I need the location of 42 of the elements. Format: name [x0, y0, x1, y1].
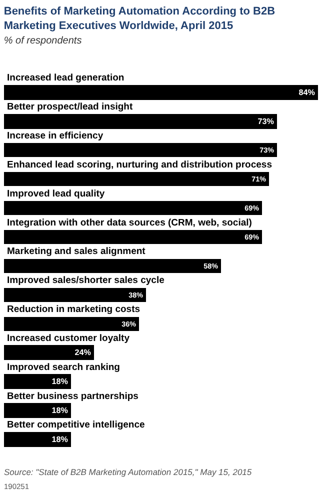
bar [4, 288, 146, 302]
y-tick-label: Improved sales/shorter sales cycle [7, 275, 164, 286]
y-tick-label: Increased customer loyalty [7, 332, 130, 344]
data-label: 58% [204, 261, 219, 270]
bar [4, 403, 71, 418]
data-label: 84% [298, 88, 315, 98]
data-label: 36% [122, 319, 137, 328]
source-note: Source: "State of B2B Marketing Automation 2015," May 15, 2015 [4, 467, 252, 477]
bar [4, 172, 269, 186]
data-label: 18% [52, 377, 68, 386]
y-tick-label: Enhanced lead scoring, nurturing and distribution process [7, 159, 272, 170]
bar [4, 114, 277, 129]
data-label: 24% [74, 348, 91, 358]
y-tick-label: Increase in efficiency [7, 130, 104, 142]
data-label: 73% [260, 145, 275, 154]
data-label: 38% [128, 290, 144, 300]
bar [4, 143, 277, 157]
y-tick-label: Better competitive intelligence [7, 420, 145, 431]
bar [4, 230, 262, 244]
y-tick-label: Improved lead quality [7, 188, 106, 200]
bar [4, 85, 318, 100]
chart-title: Benefits of Marketing Automation According to B2B Marketing Executives Worldwide, April 2015 [4, 6, 276, 32]
data-label: 69% [244, 232, 260, 242]
y-tick-label: Better prospect/lead insight [7, 102, 134, 113]
bar [4, 374, 71, 389]
data-label: 71% [252, 174, 267, 184]
chart-subtitle: % of respondents [4, 35, 82, 46]
bar [4, 432, 71, 447]
y-tick-label: Improved search ranking [7, 362, 120, 373]
bar [4, 345, 94, 360]
data-label: 69% [244, 203, 260, 212]
data-label: 18% [52, 406, 68, 416]
y-tick-label: Better business partnerships [7, 390, 138, 402]
y-tick-label: Integration with other data sources (CRM, web, social) [7, 217, 252, 228]
y-tick-label: Increased lead generation [7, 72, 124, 84]
y-tick-label: Marketing and sales alignment [7, 246, 146, 258]
y-tick-label: Reduction in marketing costs [7, 304, 140, 316]
bar [4, 201, 262, 215]
data-label: 73% [258, 117, 274, 126]
data-label: 18% [52, 435, 68, 444]
bar [4, 317, 139, 331]
bar [4, 259, 221, 273]
